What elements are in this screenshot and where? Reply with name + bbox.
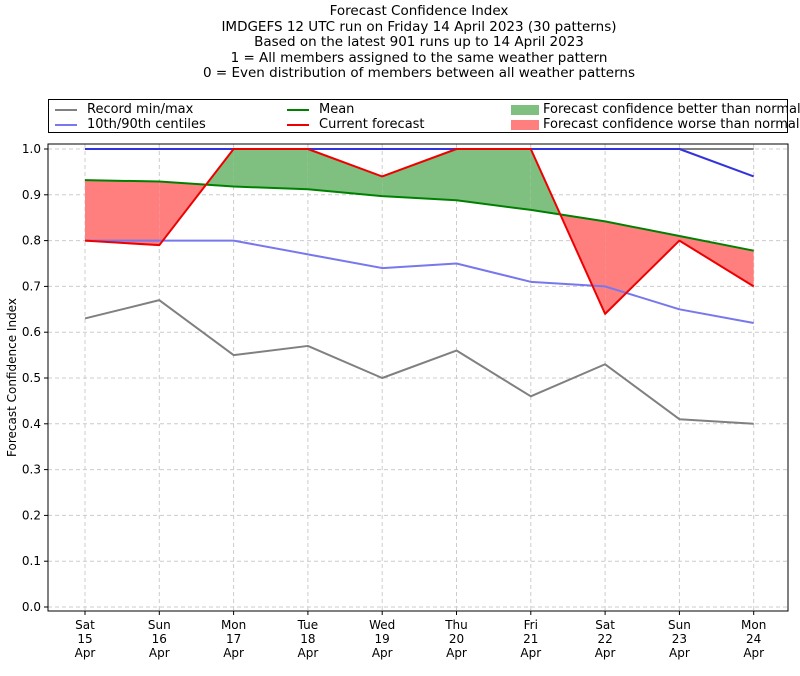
legend-swatch-better	[511, 105, 539, 115]
x-tick-label: Sun 23 Apr	[668, 618, 691, 660]
x-tick-label: Wed 19 Apr	[369, 618, 395, 660]
x-tick-label-part: 16	[152, 632, 167, 646]
x-tick-label-part: Apr	[75, 646, 96, 660]
x-tick-label-part: 20	[449, 632, 464, 646]
x-tick-label-part: Apr	[149, 646, 170, 660]
x-tick-label-part: Apr	[223, 646, 244, 660]
confidence-fill-segment	[382, 149, 457, 201]
title-line-4: 1 = All members assigned to the same wea…	[230, 49, 608, 66]
y-tick-label: 0.9	[22, 188, 41, 202]
x-tick-label-part: 23	[672, 632, 687, 646]
x-tick-label-part: Apr	[298, 646, 319, 660]
confidence-fill-segment	[233, 149, 308, 190]
x-tick-label-part: 15	[77, 632, 92, 646]
x-tick-label-part: 24	[746, 632, 761, 646]
y-tick-label: 0.3	[22, 463, 41, 477]
confidence-fill-segment	[605, 221, 680, 314]
confidence-fill-segment	[85, 180, 160, 246]
legend-label-record: Record min/max	[87, 102, 194, 117]
x-tick-label-part: Apr	[743, 646, 764, 660]
x-tick-label-part: 17	[226, 632, 241, 646]
y-tick-label: 0.6	[22, 325, 41, 339]
x-tick-label: Fri 21 Apr	[520, 618, 541, 660]
title-line-2: IMDGEFS 12 UTC run on Friday 14 April 20…	[221, 18, 617, 35]
x-tick-label-part: Apr	[446, 646, 467, 660]
x-tick-label-part: Sun	[668, 618, 691, 632]
y-tick-label: 0.5	[22, 371, 41, 385]
series-line-p10	[85, 239, 754, 325]
legend-swatch-centiles	[55, 124, 77, 126]
series-line-p90	[85, 148, 755, 178]
legend-label-better: Forecast confidence better than normal	[543, 102, 800, 117]
x-tick-label-part: Sat	[595, 618, 615, 632]
legend-label-current: Current forecast	[319, 117, 425, 132]
x-tick-label-part: Tue	[297, 618, 319, 632]
confidence-fill-segment	[456, 149, 531, 210]
x-tick-label-part: 18	[300, 632, 315, 646]
plot-frame	[47, 143, 789, 612]
y-tick-label: 1.0	[22, 142, 41, 156]
y-tick-label: 0.2	[22, 508, 41, 522]
y-axis-label: Forecast Confidence Index	[5, 298, 19, 457]
x-tick-label-part: Sat	[75, 618, 95, 632]
x-tick-label-part: Apr	[520, 646, 541, 660]
legend-label-mean: Mean	[319, 102, 355, 117]
x-tick-label-part: Apr	[372, 646, 393, 660]
x-tick-label-part: Mon	[741, 618, 766, 632]
legend-label-centiles: 10th/90th centiles	[87, 117, 206, 132]
x-tick-label-part: Sun	[148, 618, 171, 632]
x-tick-label: Sat 15 Apr	[75, 618, 96, 660]
x-tick-label-part: Apr	[669, 646, 690, 660]
x-tick-label-part: Wed	[369, 618, 395, 632]
series-line-record-min	[84, 299, 754, 425]
legend: Record min/max 10th/90th centiles Mean C…	[48, 99, 800, 133]
legend-label-worse: Forecast confidence worse than normal	[543, 117, 800, 132]
y-tick-label: 0.8	[22, 234, 41, 248]
legend-swatch-current	[287, 124, 309, 126]
title-line-1: Forecast Confidence Index	[329, 3, 509, 19]
x-tick-label: Tue 18 Apr	[297, 618, 319, 660]
legend-swatch-record	[55, 109, 77, 111]
y-tick-label: 0.0	[22, 600, 41, 614]
x-tick-label: Mon 17 Apr	[221, 618, 246, 660]
chart-title: Forecast Confidence Index IMDGEFS 12 UTC…	[0, 3, 800, 82]
y-tick-label: 0.4	[22, 417, 41, 431]
x-tick-label: Sun 16 Apr	[148, 618, 171, 660]
y-tick-label: 0.7	[22, 279, 41, 293]
x-tick-label-part: Mon	[221, 618, 246, 632]
x-tick-label: Sat 22 Apr	[595, 618, 616, 660]
series-line-current	[84, 148, 755, 315]
confidence-fill-segment	[307, 149, 383, 197]
title-line-3: Based on the latest 901 runs up to 14 Ap…	[254, 34, 584, 51]
y-tick-label: 0.1	[22, 554, 41, 568]
x-tick-label-part: 22	[597, 632, 612, 646]
title-line-5: 0 = Even distribution of members between…	[202, 65, 636, 82]
legend-swatch-worse	[511, 120, 539, 130]
x-tick-label: Thu 20 Apr	[444, 618, 468, 660]
legend-swatch-mean	[287, 109, 309, 111]
x-tick-label-part: Fri	[524, 618, 538, 632]
x-tick-label: Mon 24 Apr	[741, 618, 766, 660]
x-tick-label-part: Thu	[444, 618, 468, 632]
x-tick-label-part: 19	[375, 632, 390, 646]
line-layer	[84, 148, 755, 425]
x-tick-label-part: Apr	[595, 646, 616, 660]
x-tick-label-part: 21	[523, 632, 538, 646]
series-line-mean	[84, 179, 754, 252]
